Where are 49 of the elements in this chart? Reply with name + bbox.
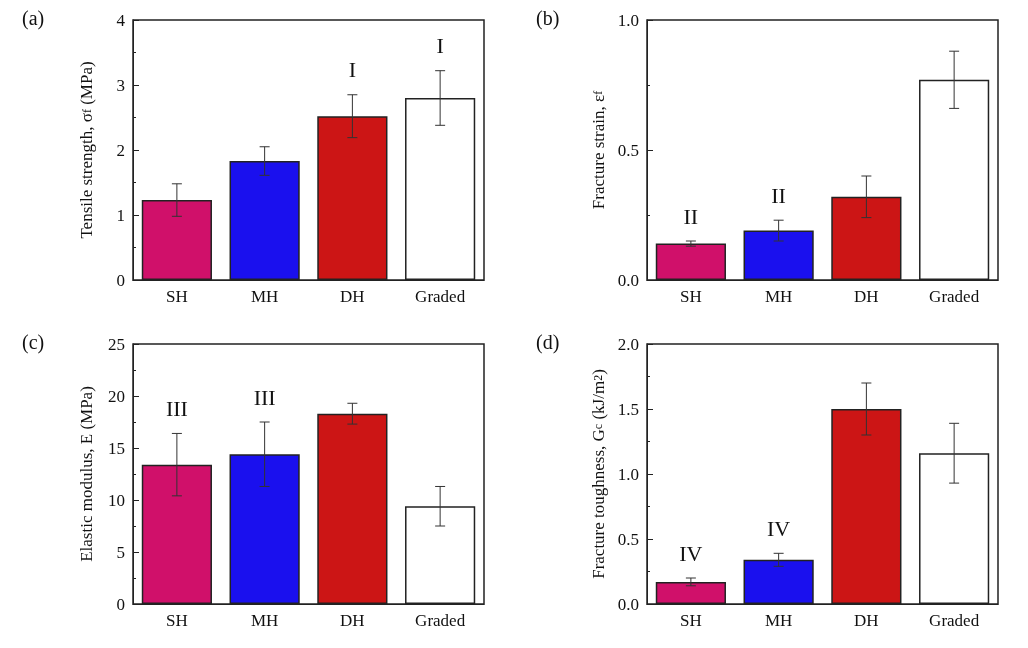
y-axis-title: Fracture strain, εf (588, 90, 608, 210)
y-tick-label: 3 (116, 75, 125, 95)
x-tick-label: Graded (929, 611, 980, 630)
y-tick-label: 0.0 (617, 594, 639, 614)
text: (c) (22, 331, 45, 354)
text: (b) (536, 7, 560, 30)
x-tick-label: SH (680, 287, 702, 306)
y-tick-label: 1 (116, 205, 125, 225)
y-tick-label: 5 (116, 542, 125, 562)
text: (a) (22, 7, 45, 30)
annotation: II (683, 203, 699, 229)
x-tick-label: DH (854, 287, 879, 306)
x-tick-label: MH (250, 287, 279, 306)
annotation: IV (679, 540, 703, 566)
y-tick-label: 0 (116, 270, 125, 290)
annotation: I (436, 33, 444, 59)
x-tick-label: Graded (415, 611, 466, 630)
y-tick-label: 0.5 (617, 140, 639, 160)
y-tick-label: 10 (108, 490, 125, 510)
annotation: III (165, 395, 188, 421)
y-tick-label: 4 (116, 10, 126, 30)
annotation: IV (767, 515, 791, 541)
x-tick-label: SH (680, 611, 702, 630)
y-tick-label: 0 (116, 594, 125, 614)
y-tick-label: 0.0 (617, 270, 639, 290)
x-tick-label: MH (764, 287, 793, 306)
x-tick-label: Graded (415, 287, 466, 306)
y-tick-label: 1.5 (617, 399, 639, 419)
y-tick-label: 2 (116, 140, 125, 160)
x-tick-label: Graded (929, 287, 980, 306)
y-tick-label: 15 (108, 438, 125, 458)
annotation: III (253, 384, 276, 410)
y-axis-title: Elastic modulus, E (MPa) (77, 386, 96, 562)
y-tick-label: 2.0 (617, 334, 639, 354)
x-tick-label: MH (764, 611, 793, 630)
y-tick-label: 0.5 (617, 529, 639, 549)
x-tick-label: DH (340, 287, 365, 306)
text: (d) (536, 331, 560, 354)
y-tick-label: 20 (108, 386, 125, 406)
x-tick-label: MH (250, 611, 279, 630)
x-tick-label: SH (166, 287, 188, 306)
x-tick-label: SH (166, 611, 188, 630)
y-tick-label: 1.0 (617, 464, 639, 484)
y-tick-label: 1.0 (617, 10, 639, 30)
annotation: II (771, 182, 786, 208)
y-tick-label: 25 (108, 334, 125, 354)
x-tick-label: DH (340, 611, 365, 630)
x-tick-label: DH (854, 611, 879, 630)
annotation: I (348, 57, 357, 83)
